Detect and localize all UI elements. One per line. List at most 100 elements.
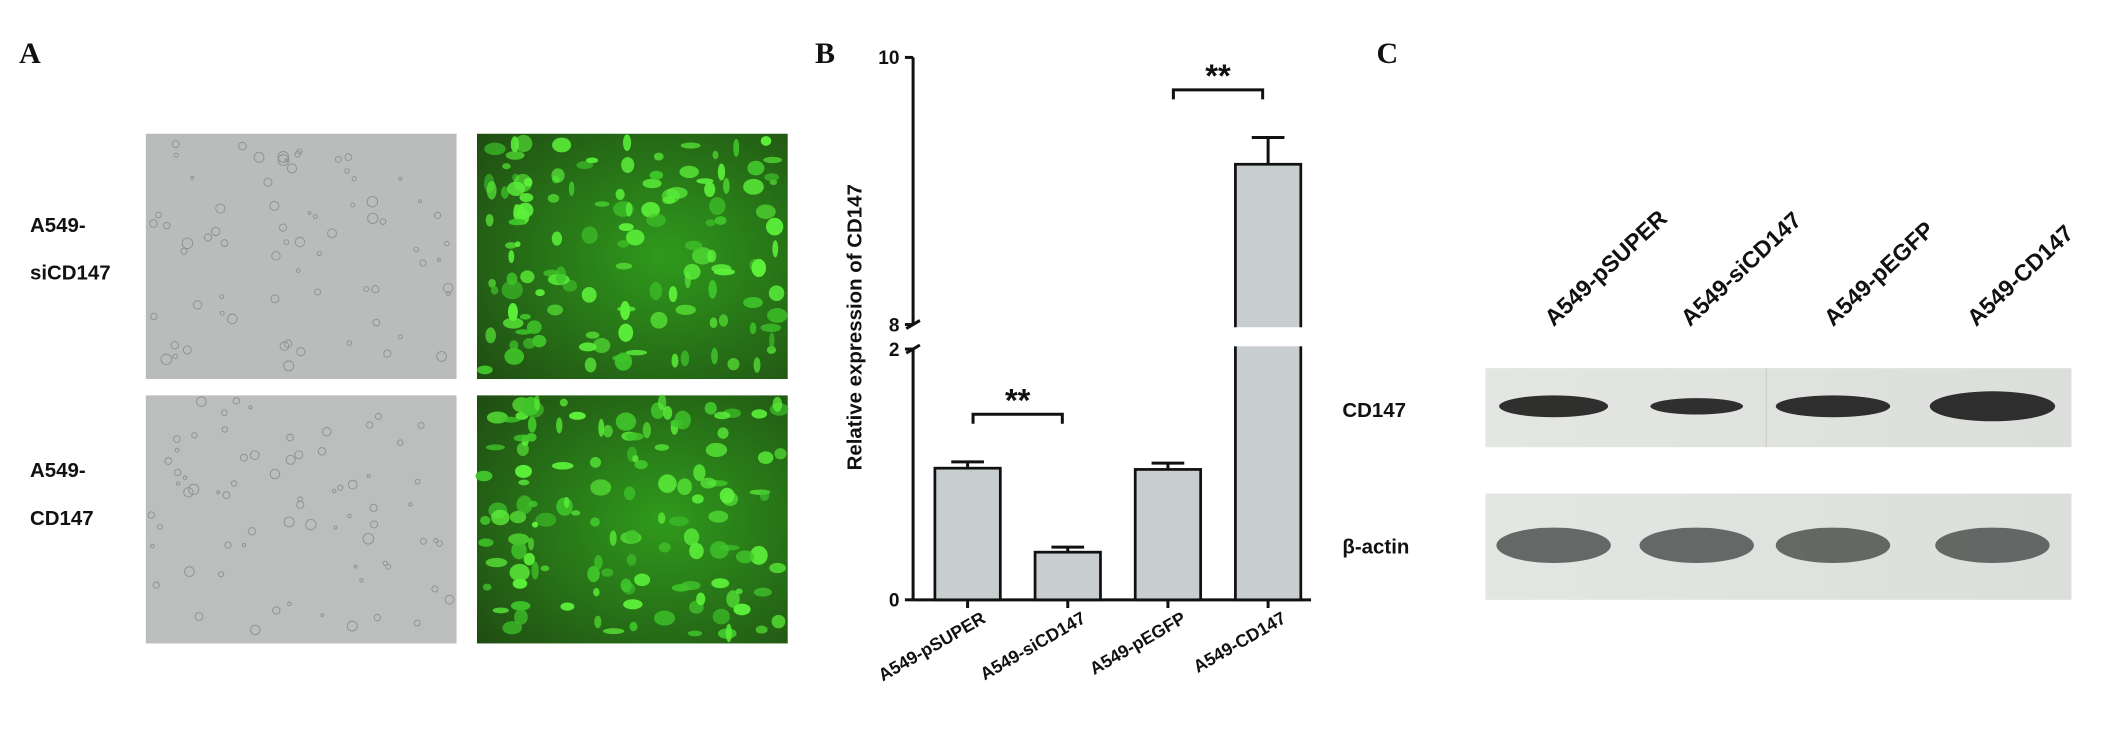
cell [556, 417, 563, 434]
cell [517, 202, 534, 218]
cell [316, 250, 322, 256]
cell [680, 350, 690, 367]
cell [510, 601, 531, 611]
bar [933, 466, 1002, 602]
cell [711, 578, 730, 589]
cell [283, 339, 293, 348]
cell [296, 347, 306, 357]
cell [632, 455, 639, 463]
cell [320, 613, 325, 617]
cell [296, 500, 305, 509]
cell [414, 478, 421, 485]
cell [714, 411, 731, 420]
cell [287, 601, 292, 607]
cell [625, 202, 633, 217]
cell [475, 470, 493, 482]
cell [353, 564, 358, 569]
cell [696, 592, 706, 606]
cell [277, 151, 290, 163]
cell [658, 542, 671, 553]
cell [609, 530, 617, 546]
cell [585, 157, 599, 164]
cell [152, 581, 160, 589]
cell [704, 181, 716, 198]
cell [717, 427, 729, 439]
cell [511, 541, 527, 560]
cell [365, 421, 374, 429]
cell [751, 409, 768, 419]
cell [505, 151, 525, 160]
cell [242, 543, 247, 548]
cell [693, 464, 706, 482]
cell [513, 204, 521, 218]
cell [726, 590, 740, 608]
cell [598, 418, 605, 437]
cell [518, 479, 530, 486]
cell [662, 406, 673, 420]
cell [182, 475, 188, 481]
cell [772, 240, 779, 258]
cell [658, 474, 677, 493]
cell [602, 424, 613, 438]
cell [653, 152, 664, 161]
cell [253, 151, 265, 163]
cell [485, 557, 508, 568]
cell [747, 160, 765, 176]
cell [718, 314, 729, 327]
cell [417, 421, 425, 429]
cell [347, 479, 358, 490]
panel-label: B [815, 37, 835, 70]
cell [526, 320, 542, 334]
cell [646, 213, 666, 227]
cell [490, 286, 499, 295]
cell [147, 511, 156, 519]
cell [156, 523, 163, 530]
cell [733, 138, 740, 157]
cell [593, 587, 600, 597]
cell [215, 203, 226, 214]
cell [679, 165, 699, 179]
cell [366, 473, 371, 478]
cell [173, 152, 179, 158]
cell [760, 323, 782, 333]
cell [671, 584, 690, 592]
cell [294, 450, 304, 460]
cell [696, 178, 714, 184]
cell [172, 435, 181, 443]
cell [755, 625, 768, 634]
cell [491, 509, 510, 526]
cell [708, 280, 717, 299]
lane-label: A549-siCD147 [1676, 207, 1807, 331]
cell [372, 318, 381, 327]
micrographs [145, 133, 789, 644]
cell [708, 510, 729, 523]
row-label: β-actin [1342, 535, 1409, 558]
cell [723, 178, 730, 194]
cell [675, 304, 696, 315]
cell [523, 552, 535, 566]
significance-mark: ** [1205, 57, 1231, 94]
cell [757, 451, 774, 464]
cell [359, 578, 364, 583]
cell [617, 306, 636, 312]
cell [172, 353, 178, 360]
cell [523, 338, 536, 349]
cell [482, 583, 492, 591]
cell [509, 510, 527, 524]
brightfield-image [145, 395, 457, 644]
cell [594, 201, 610, 207]
cell [668, 285, 678, 303]
cell [485, 444, 505, 451]
cell [612, 354, 629, 362]
cell [735, 550, 755, 564]
cell [314, 288, 322, 296]
cell [508, 533, 530, 545]
cell [653, 610, 676, 626]
cell [560, 602, 575, 611]
cell [733, 603, 751, 616]
cell [379, 218, 387, 225]
cell [346, 620, 358, 632]
row-label: A549- [30, 214, 86, 237]
cell [515, 464, 532, 478]
cell [150, 543, 155, 549]
